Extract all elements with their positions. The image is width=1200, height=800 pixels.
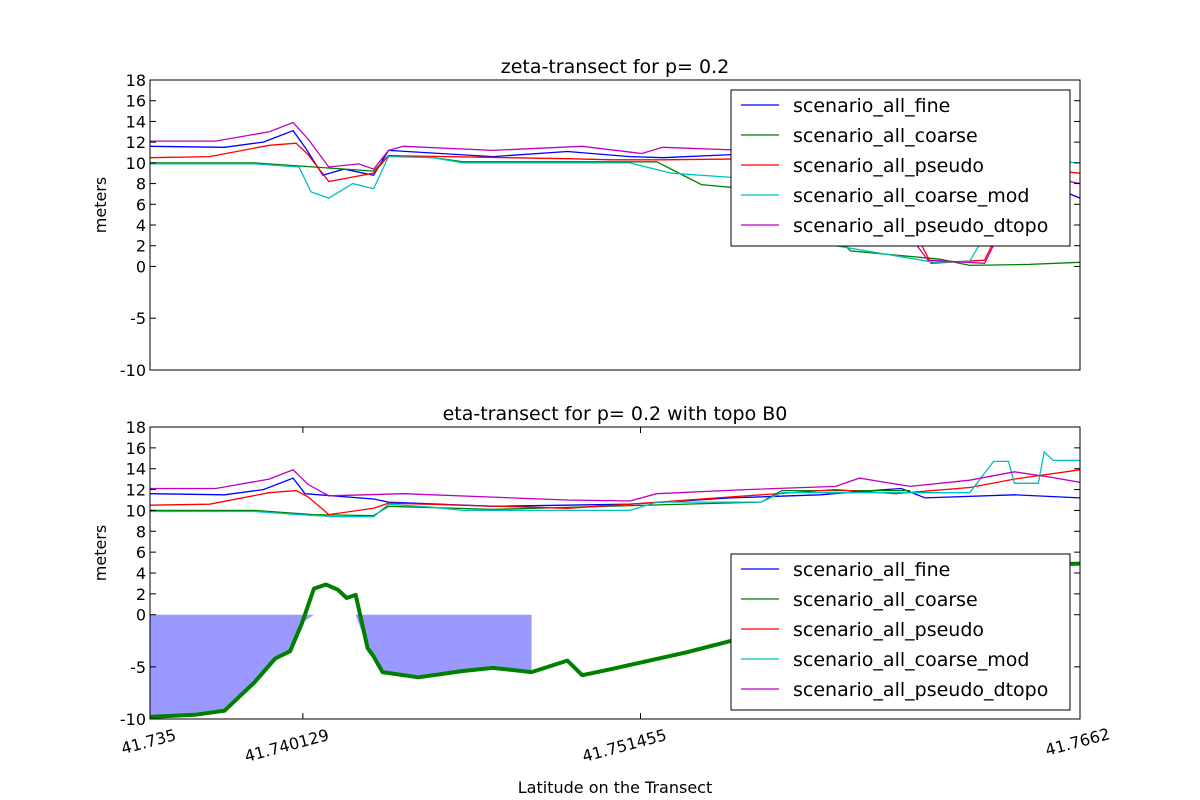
- y-tick-label: 6: [136, 543, 146, 562]
- y-axis-label: meters: [91, 177, 110, 233]
- y-tick-label: 16: [126, 92, 146, 111]
- y-tick-label: 8: [136, 522, 146, 541]
- legend-entry: scenario_all_pseudo: [793, 619, 984, 641]
- y-tick-label: 12: [126, 133, 146, 152]
- legend-box: [730, 89, 1071, 247]
- y-tick-label: 14: [126, 112, 146, 131]
- series-line-scenario_all_pseudo_dtopo: [150, 469, 1080, 502]
- series-line-scenario_all_coarse_mod: [150, 155, 1080, 263]
- legend-entry: scenario_all_pseudo_dtopo: [793, 215, 1048, 237]
- series-line-scenario_all_pseudo: [150, 469, 1080, 516]
- y-tick-label: 8: [136, 175, 146, 194]
- series-line-scenario_all_coarse_mod: [150, 450, 1080, 518]
- y-tick-label: 2: [136, 585, 146, 604]
- y-tick-label: -5: [130, 658, 146, 677]
- legend-entry: scenario_all_fine: [793, 559, 950, 581]
- legend-entry: scenario_all_coarse_mod: [793, 649, 1029, 671]
- y-tick-label: 12: [126, 481, 146, 500]
- y-tick-label: 18: [126, 418, 146, 437]
- series-line-scenario_all_coarse: [150, 154, 1080, 267]
- x-tick-label: 41.740129: [242, 725, 331, 766]
- y-tick-label: 0: [136, 606, 146, 625]
- x-tick-label: 41.735: [119, 725, 178, 758]
- legend-box: [730, 553, 1071, 711]
- y-tick-label: 6: [136, 195, 146, 214]
- y-tick-label: 10: [126, 501, 146, 520]
- x-tick-label: 41.7662: [1043, 724, 1112, 759]
- x-axis-label: Latitude on the Transect: [518, 778, 713, 797]
- y-tick-label: -10: [120, 361, 146, 380]
- legend-entry: scenario_all_pseudo: [793, 155, 984, 177]
- legend-entry: scenario_all_coarse: [793, 589, 978, 611]
- y-tick-label: 4: [136, 216, 146, 235]
- legend: scenario_all_fine scenario_all_coarsescen…: [730, 89, 1071, 247]
- y-tick-label: 0: [136, 257, 146, 276]
- y-tick-label: 14: [126, 460, 146, 479]
- legend-entry: scenario_all_fine: [793, 95, 950, 117]
- legend: scenario_all_fine scenario_all_coarsescen…: [730, 553, 1071, 711]
- y-tick-label: -5: [130, 309, 146, 328]
- y-tick-label: -10: [120, 710, 146, 729]
- y-tick-label: 10: [126, 154, 146, 173]
- y-tick-label: 18: [126, 71, 146, 90]
- legend-entry: scenario_all_pseudo_dtopo: [793, 679, 1048, 701]
- y-tick-label: 2: [136, 237, 146, 256]
- y-tick-label: 4: [136, 564, 146, 583]
- chart-title: zeta-transect for p= 0.2: [501, 56, 729, 78]
- chart-title: eta-transect for p= 0.2 with topo B0: [443, 403, 788, 425]
- legend-entry: scenario_all_coarse: [793, 125, 978, 147]
- y-axis-label: meters: [91, 525, 110, 581]
- water-fill: [150, 614, 532, 717]
- x-tick-label: 41.751455: [580, 725, 669, 766]
- y-tick-label: 16: [126, 439, 146, 458]
- legend-entry: scenario_all_coarse_mod: [793, 185, 1029, 207]
